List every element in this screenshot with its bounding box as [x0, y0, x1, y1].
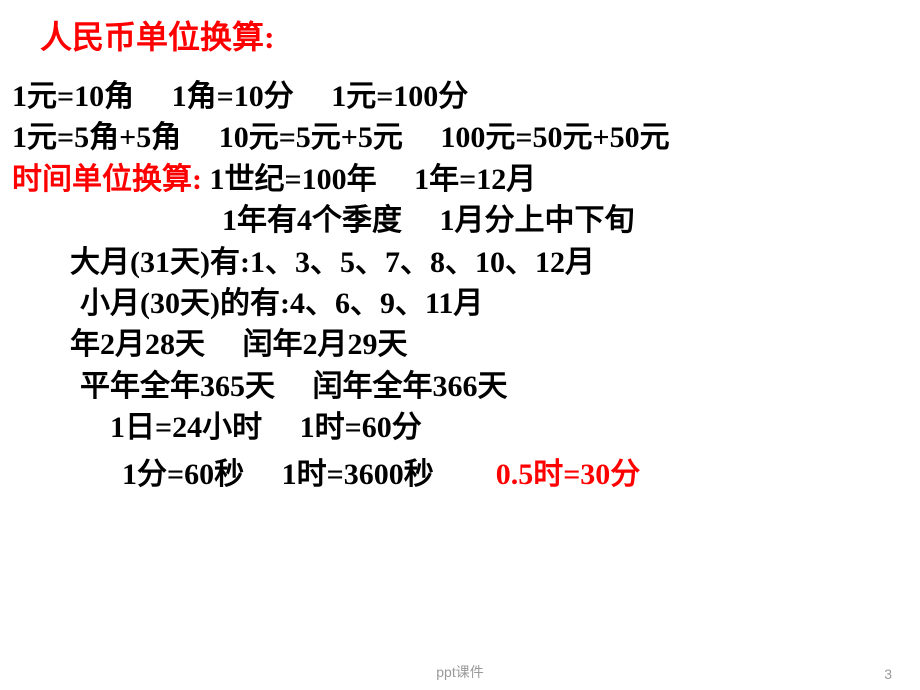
footer-text: ppt课件: [0, 662, 920, 682]
time-title-line: 时间单位换算: 1世纪=100年 1年=12月: [12, 159, 908, 200]
time-title: 时间单位换算:: [12, 163, 202, 196]
rmb-conversion-line2: 1元=5角+5角 10元=5元+5元 100元=50元+50元: [12, 117, 908, 158]
slide-content: 人民币单位换算: 1元=10角 1角=10分 1元=100分 1元=5角+5角 …: [0, 0, 920, 507]
big-month-line: 大月(31天)有:1、3、5、7、8、10、12月: [70, 242, 908, 283]
time-century: 1世纪=100年 1年=12月: [202, 163, 536, 196]
small-month-line: 小月(30天)的有:4、6、9、11月: [80, 283, 908, 324]
year-days-line: 平年全年365天 闰年全年366天: [80, 366, 908, 407]
page-number: 3: [884, 666, 892, 682]
feb-days-line: 年2月28天 闰年2月29天: [70, 324, 908, 365]
bottom-row: 1分=60秒 1时=3600秒 0.5时=30分: [122, 449, 908, 495]
minute-seconds-line: 1分=60秒 1时=3600秒: [122, 454, 434, 495]
time-quarters: 1年有4个季度 1月分上中下旬: [222, 200, 908, 241]
rmb-title: 人民币单位换算:: [40, 12, 908, 58]
day-hours-line: 1日=24小时 1时=60分: [110, 407, 908, 448]
rmb-conversion-line1: 1元=10角 1角=10分 1元=100分: [12, 76, 908, 117]
highlight-conversion: 0.5时=30分: [496, 449, 641, 493]
